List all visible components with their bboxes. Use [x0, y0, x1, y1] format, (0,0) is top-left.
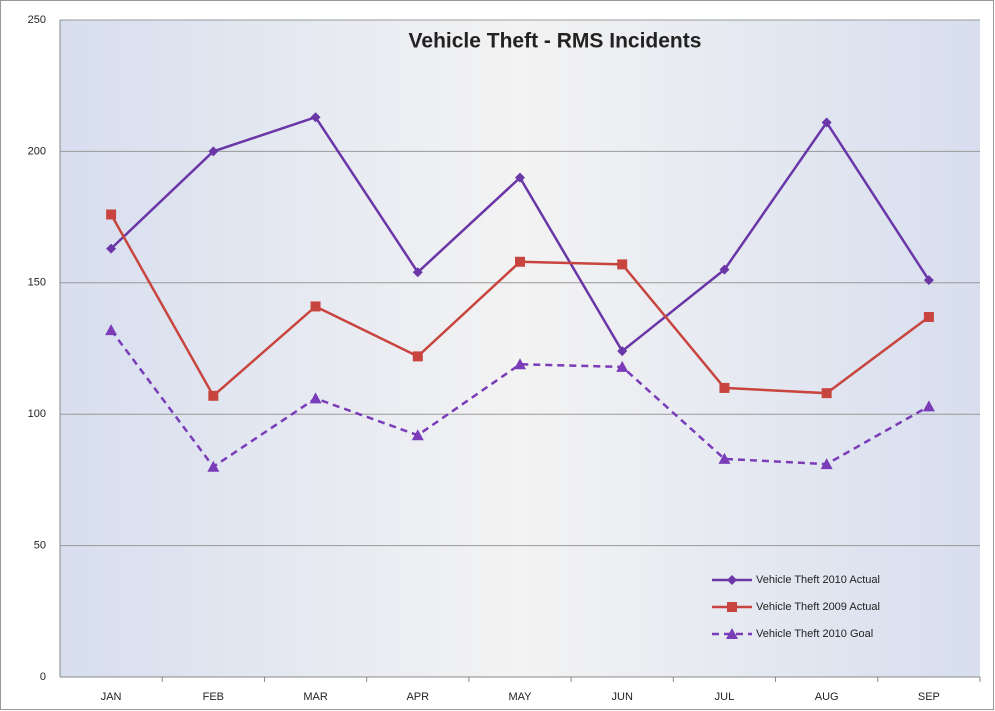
- data-point: [310, 112, 321, 123]
- legend-label: Vehicle Theft 2010 Goal: [756, 628, 873, 640]
- legend-marker: [726, 628, 738, 639]
- y-tick-label: 200: [28, 145, 46, 157]
- data-point: [923, 275, 934, 286]
- data-point: [922, 400, 935, 412]
- data-point: [208, 146, 219, 157]
- x-tick-label: SEP: [918, 691, 940, 703]
- legend-marker: [727, 575, 737, 585]
- data-point: [310, 301, 321, 312]
- x-tick-label: APR: [406, 691, 429, 703]
- x-tick-label: FEB: [203, 691, 224, 703]
- y-tick-label: 50: [34, 540, 46, 552]
- data-point: [821, 117, 832, 128]
- data-point: [718, 452, 731, 464]
- x-tick-label: JUN: [612, 691, 633, 703]
- data-point: [821, 388, 832, 399]
- x-tick-label: JUL: [715, 691, 735, 703]
- data-point: [515, 256, 525, 267]
- data-point: [105, 324, 118, 336]
- data-point: [207, 460, 220, 472]
- chart-title: Vehicle Theft - RMS Incidents: [409, 30, 702, 53]
- y-tick-label: 0: [40, 671, 46, 683]
- x-tick-label: MAR: [303, 691, 328, 703]
- data-point: [514, 358, 526, 370]
- data-point: [106, 243, 117, 254]
- data-point: [412, 351, 423, 362]
- y-tick-label: 150: [28, 277, 46, 289]
- data-point: [515, 172, 525, 183]
- legend-marker: [727, 602, 737, 612]
- data-point: [820, 458, 833, 470]
- x-tick-label: JAN: [101, 691, 122, 703]
- data-point: [309, 392, 322, 404]
- plot-area: [60, 20, 980, 677]
- y-tick-label: 100: [28, 408, 46, 420]
- x-tick-label: AUG: [815, 691, 839, 703]
- data-point: [616, 360, 629, 372]
- data-point: [617, 346, 628, 357]
- x-tick-label: MAY: [508, 691, 532, 703]
- data-point: [208, 390, 219, 401]
- y-tick-label: 250: [28, 14, 46, 26]
- series-line: [110, 329, 930, 469]
- legend-label: Vehicle Theft 2010 Actual: [756, 574, 880, 586]
- data-point: [719, 264, 730, 275]
- data-point: [412, 267, 423, 278]
- data-point: [719, 382, 730, 393]
- data-point: [106, 209, 117, 220]
- legend-label: Vehicle Theft 2009 Actual: [756, 601, 880, 613]
- data-point: [617, 259, 628, 270]
- data-point: [411, 429, 424, 441]
- data-point: [923, 311, 934, 322]
